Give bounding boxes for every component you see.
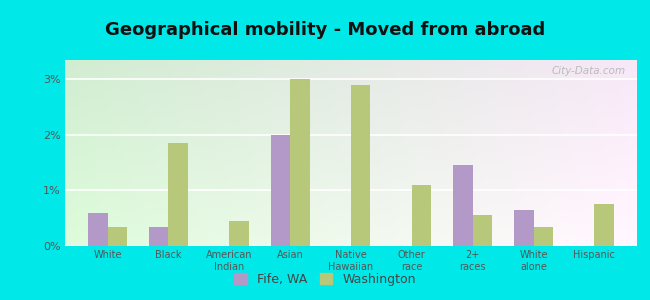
Bar: [453, 166, 473, 246]
Text: Geographical mobility - Moved from abroad: Geographical mobility - Moved from abroa…: [105, 21, 545, 39]
Bar: [88, 213, 108, 246]
Bar: [229, 221, 249, 246]
Bar: [594, 204, 614, 246]
Bar: [168, 143, 188, 246]
Bar: [534, 226, 553, 246]
Bar: [270, 135, 290, 246]
Text: City-Data.com: City-Data.com: [551, 66, 625, 76]
Legend: Fife, WA, Washington: Fife, WA, Washington: [229, 268, 421, 291]
Bar: [351, 85, 370, 246]
Bar: [149, 226, 168, 246]
Bar: [412, 185, 432, 246]
Bar: [514, 210, 534, 246]
Bar: [473, 215, 492, 246]
Bar: [290, 80, 309, 246]
Bar: [108, 226, 127, 246]
